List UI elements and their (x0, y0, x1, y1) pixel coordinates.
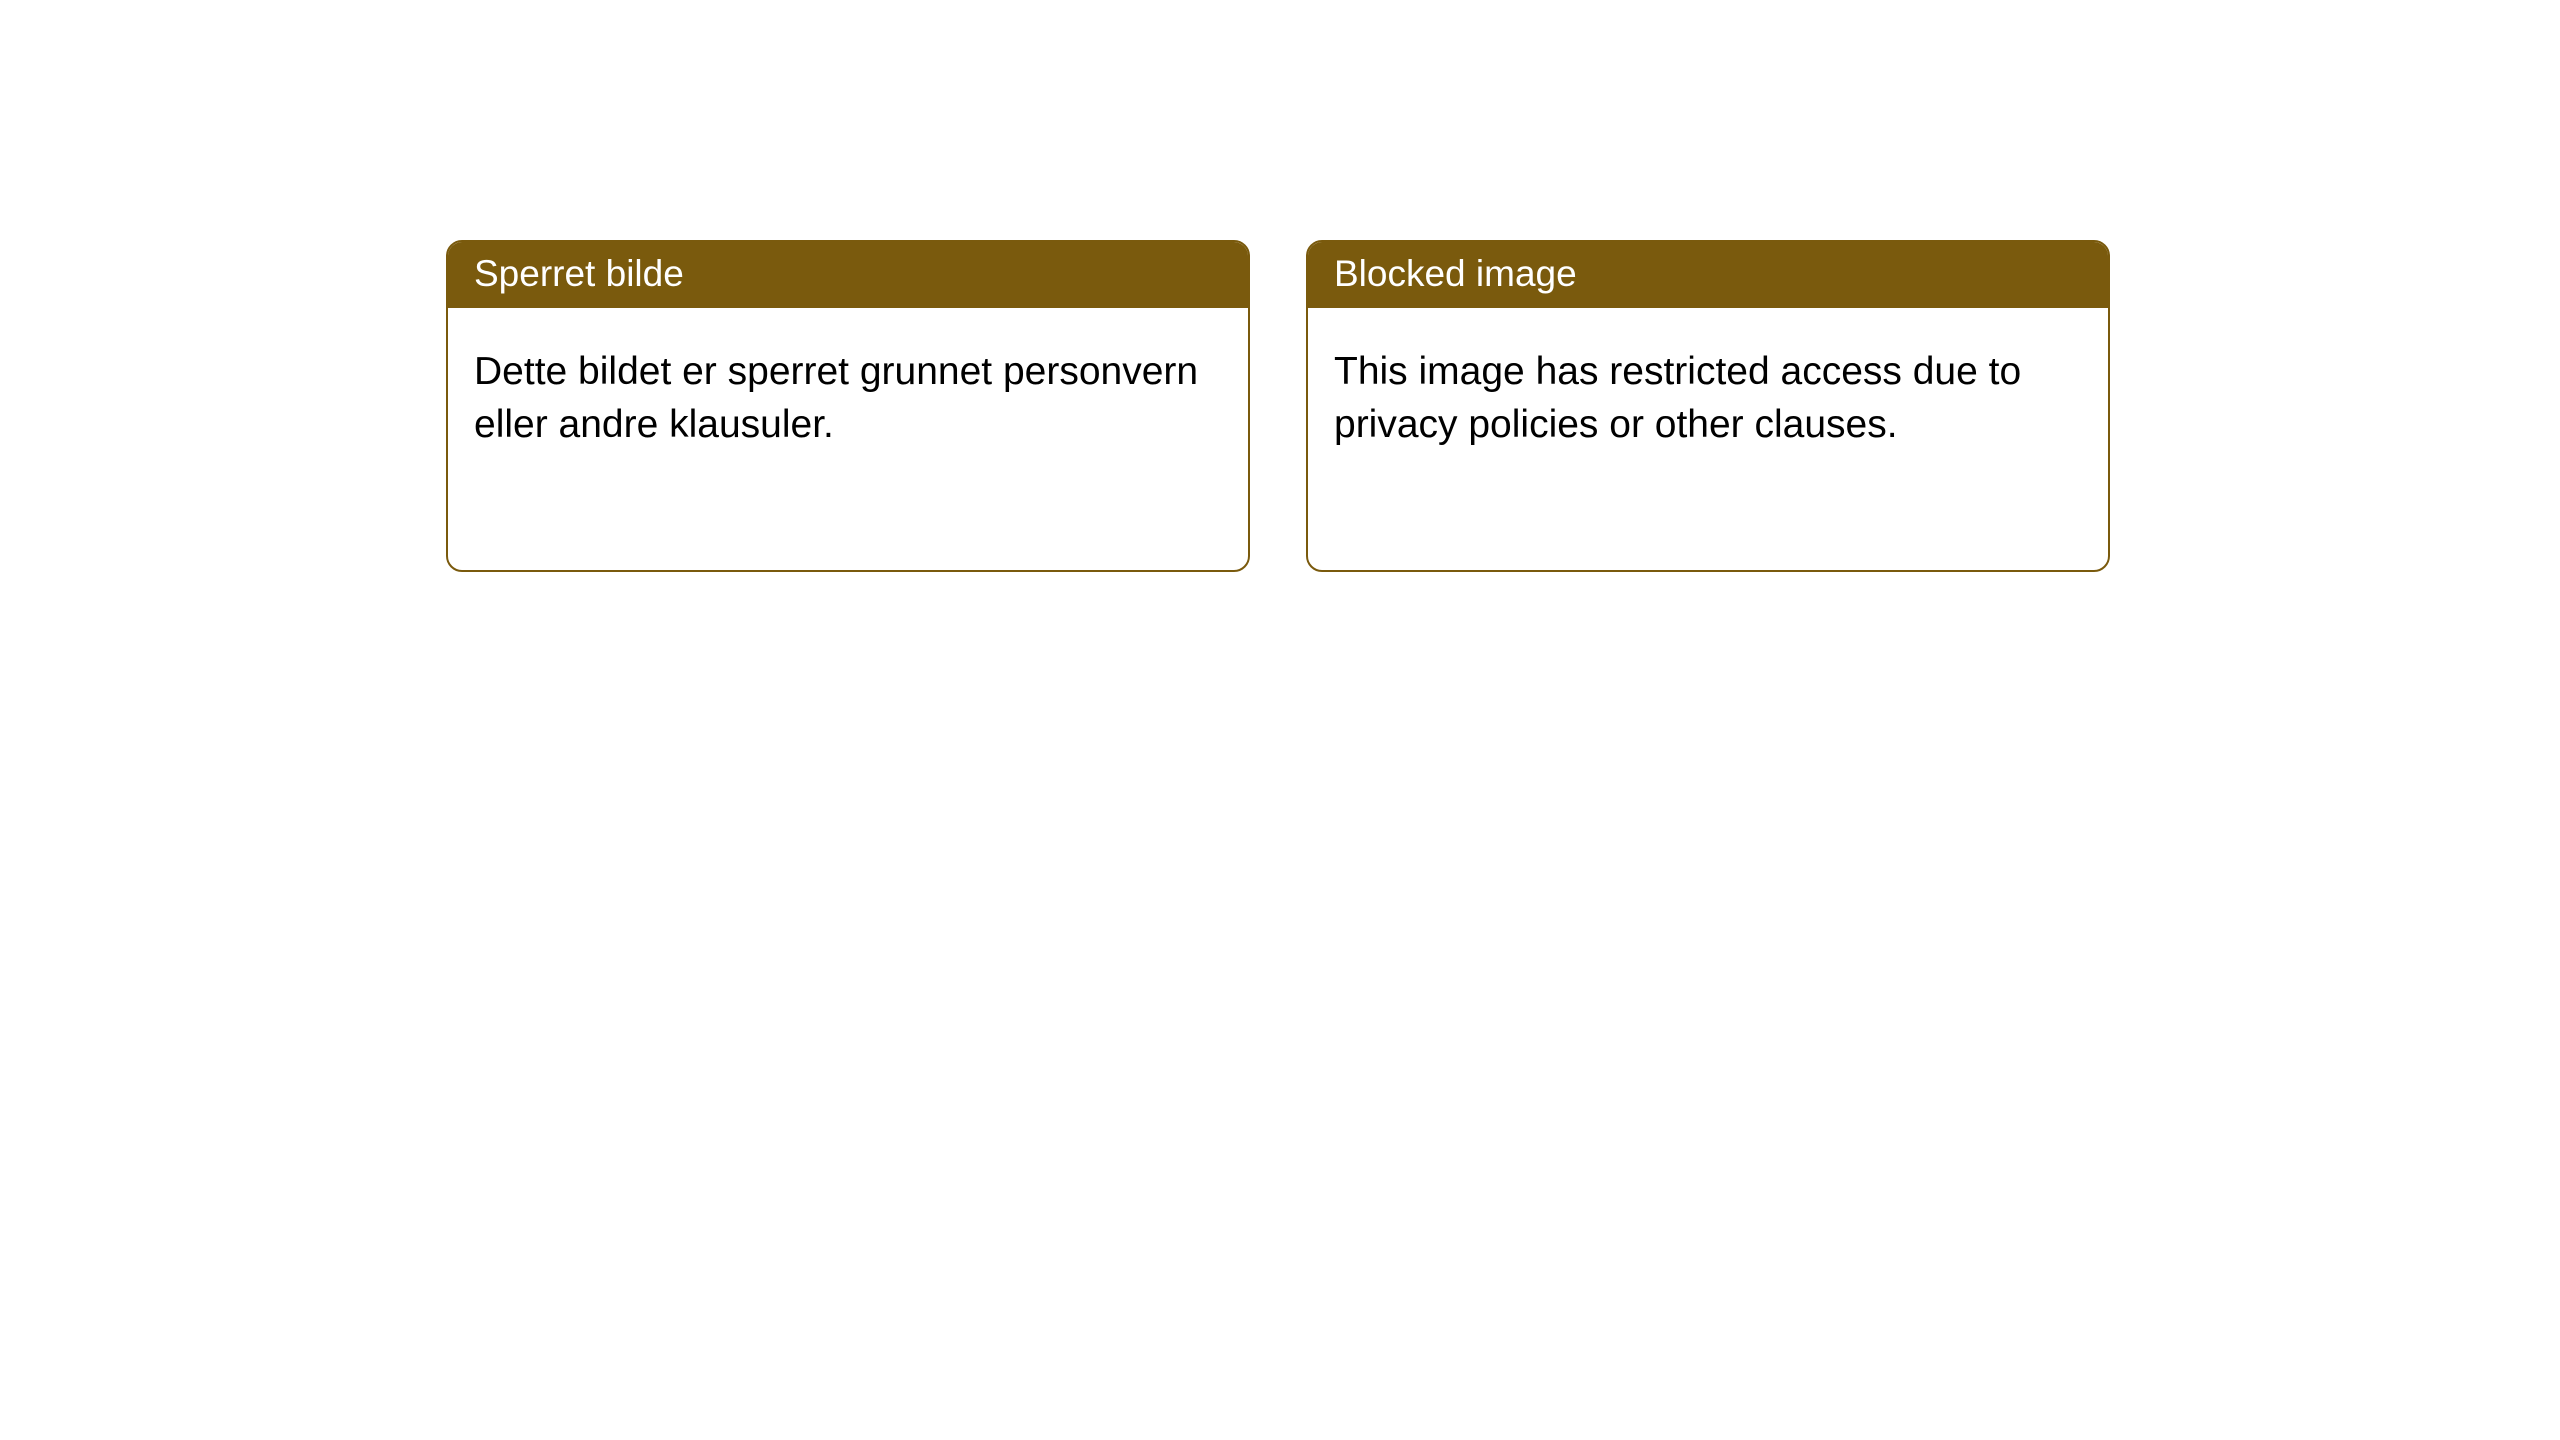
notice-header-no: Sperret bilde (448, 242, 1248, 308)
notice-body-en: This image has restricted access due to … (1308, 308, 2108, 471)
notice-body-no: Dette bildet er sperret grunnet personve… (448, 308, 1248, 471)
notice-cards-row: Sperret bilde Dette bildet er sperret gr… (446, 240, 2110, 572)
notice-card-en: Blocked image This image has restricted … (1306, 240, 2110, 572)
page: Sperret bilde Dette bildet er sperret gr… (0, 0, 2560, 1440)
notice-header-en: Blocked image (1308, 242, 2108, 308)
notice-card-no: Sperret bilde Dette bildet er sperret gr… (446, 240, 1250, 572)
